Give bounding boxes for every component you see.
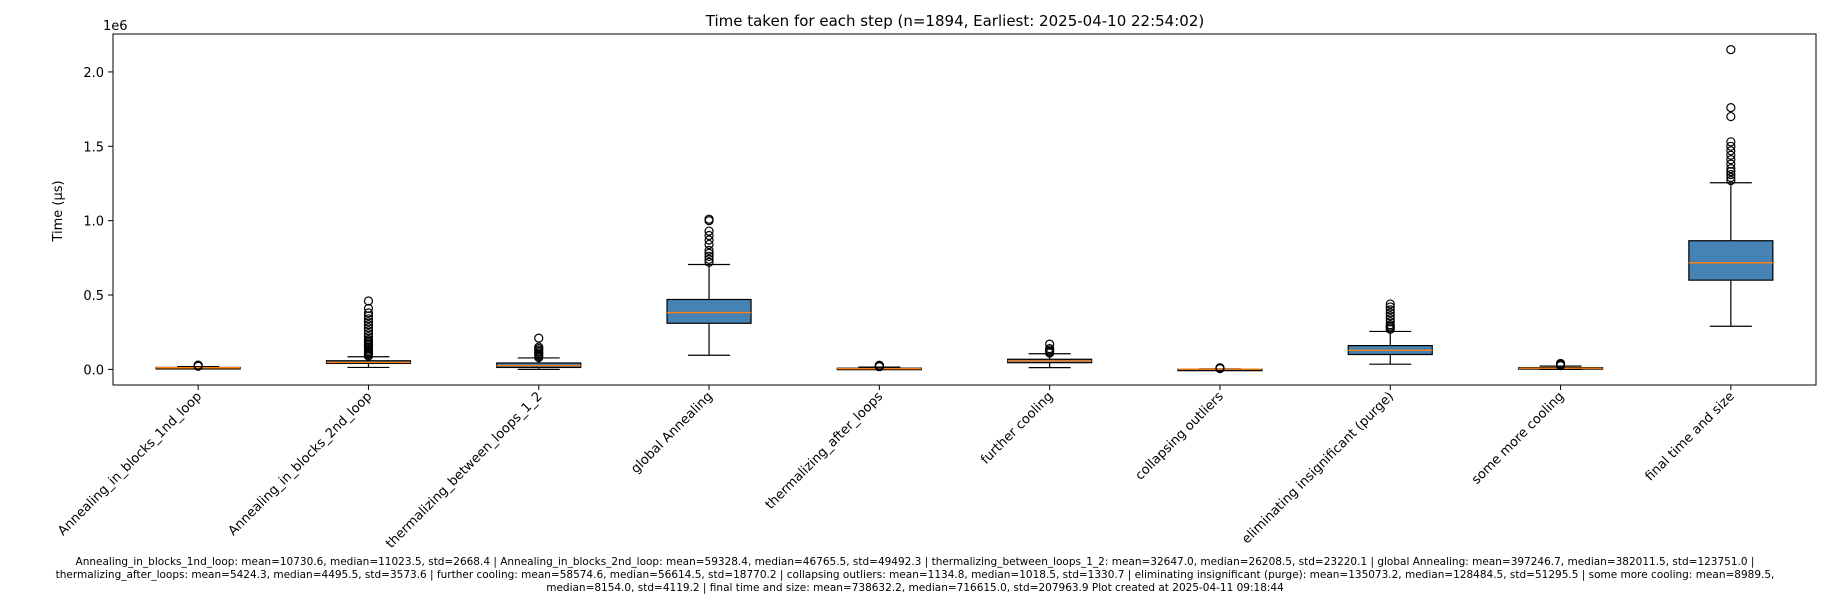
box-plot-chart: Time taken for each step (n=1894, Earlie… xyxy=(51,12,1817,552)
caption-line: thermalizing_after_loops: mean=5424.3, m… xyxy=(55,569,1775,581)
box-group xyxy=(1688,45,1774,327)
y-axis-scale-label: 1e6 xyxy=(103,19,128,34)
box-group xyxy=(155,360,241,371)
outlier-point xyxy=(1726,159,1736,169)
outlier-point xyxy=(363,323,374,333)
outlier-point xyxy=(363,335,374,345)
outlier-point xyxy=(1726,103,1736,113)
outlier-point xyxy=(534,342,544,352)
outlier-point xyxy=(1726,175,1736,186)
outlier-point xyxy=(1726,111,1736,122)
outlier-point xyxy=(1726,45,1736,55)
outlier-point xyxy=(704,214,714,224)
box-group xyxy=(1177,363,1263,374)
outlier-point xyxy=(363,329,374,339)
outlier-point xyxy=(1385,317,1395,327)
outlier-point xyxy=(534,333,544,343)
outlier-point xyxy=(193,360,203,370)
outlier-point xyxy=(704,248,714,258)
box-group xyxy=(1347,299,1433,365)
box-iqr xyxy=(666,298,752,324)
outlier-point xyxy=(1385,299,1395,309)
outlier-point xyxy=(1726,146,1736,156)
outlier-point xyxy=(363,317,374,327)
summary-statistics-caption: Annealing_in_blocks_1nd_loop: mean=10730… xyxy=(0,556,1830,595)
y-tick-label: 2.0 xyxy=(83,66,104,81)
outlier-point xyxy=(1385,302,1395,312)
outlier-point xyxy=(1726,172,1736,183)
outlier-point xyxy=(1385,320,1395,330)
y-tick-label: 1.5 xyxy=(83,140,104,155)
outlier-point xyxy=(1726,150,1736,160)
outlier-point xyxy=(704,235,714,245)
outlier-point xyxy=(1385,314,1395,324)
y-tick-label: 0.5 xyxy=(83,289,104,304)
outlier-point xyxy=(1215,363,1225,373)
box-group xyxy=(666,214,752,356)
y-axis-label: Time (µs) xyxy=(51,180,66,242)
outlier-point xyxy=(1726,137,1736,147)
x-tick-label: eliminating insignificant (purge) xyxy=(1239,389,1397,547)
outlier-point xyxy=(1726,155,1736,165)
x-tick-label: Annealing_in_blocks_1nd_loop xyxy=(55,389,205,539)
outlier-point xyxy=(363,332,374,342)
outlier-point xyxy=(1555,358,1566,369)
outlier-point xyxy=(704,230,714,241)
caption-line: Annealing_in_blocks_1nd_loop: mean=10730… xyxy=(75,556,1755,568)
box-group xyxy=(496,333,582,370)
outlier-point xyxy=(363,320,374,330)
x-tick-label: some more cooling xyxy=(1469,389,1567,487)
outlier-point xyxy=(704,226,714,236)
outlier-point xyxy=(704,245,714,256)
x-tick-label: thermalizing_after_loops xyxy=(763,389,887,513)
x-tick-label: collapsing outliers xyxy=(1133,389,1227,483)
outlier-point xyxy=(1045,343,1055,354)
x-tick-label: further cooling xyxy=(978,389,1056,467)
outlier-point xyxy=(1726,169,1736,180)
outlier-point xyxy=(363,308,374,318)
outlier-point xyxy=(1045,339,1055,349)
x-tick-label: Annealing_in_blocks_2nd_loop xyxy=(226,389,376,539)
outlier-point xyxy=(704,251,714,261)
outlier-point xyxy=(704,257,714,267)
outlier-point xyxy=(874,360,884,370)
outlier-point xyxy=(1385,305,1395,315)
x-tick-label: thermalizing_between_loops_1_2 xyxy=(383,389,545,551)
box-group xyxy=(1517,358,1604,371)
outlier-point xyxy=(1385,308,1395,318)
outlier-point xyxy=(704,239,714,250)
box-iqr xyxy=(1688,240,1774,281)
outlier-point xyxy=(363,296,374,306)
caption-line: median=8154.0, std=4119.2 | final time a… xyxy=(546,582,1284,594)
outlier-point xyxy=(1726,163,1736,174)
outlier-point xyxy=(704,254,714,264)
outlier-point xyxy=(1385,311,1395,321)
plot-area-frame xyxy=(112,33,1817,386)
outlier-point xyxy=(363,326,374,336)
y-tick-label: 0.0 xyxy=(83,363,104,378)
outlier-point xyxy=(363,314,374,324)
chart-title: Time taken for each step (n=1894, Earlie… xyxy=(705,12,1204,30)
x-tick-label: final time and size xyxy=(1643,389,1738,484)
box-group xyxy=(1007,339,1093,369)
y-tick-label: 1.0 xyxy=(83,215,104,230)
outlier-point xyxy=(1726,141,1736,151)
x-tick-label: global Annealing xyxy=(628,389,716,477)
box-group xyxy=(836,360,922,372)
box-group xyxy=(325,296,412,369)
